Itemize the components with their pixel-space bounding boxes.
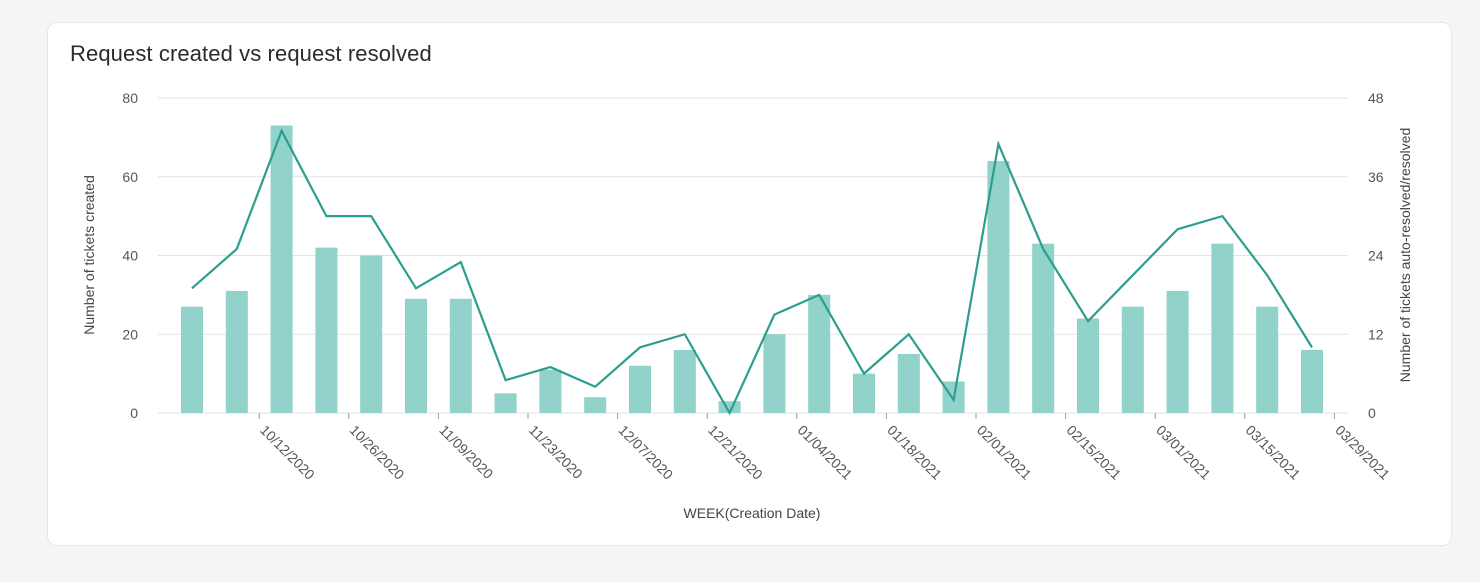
bar (181, 306, 203, 413)
bar (1256, 306, 1279, 413)
left-tick-label: 80 (122, 90, 138, 106)
left-tick-label: 60 (122, 169, 138, 185)
bar (584, 397, 607, 413)
x-tick-label: 10/12/2020 (257, 422, 318, 483)
x-tick-label: 02/01/2021 (974, 422, 1035, 483)
x-tick-label: 02/15/2021 (1063, 422, 1124, 483)
right-tick-label: 12 (1368, 326, 1384, 342)
x-tick-label: 10/26/2020 (347, 422, 408, 483)
x-tick-label: 03/29/2021 (1332, 422, 1393, 483)
right-tick-label: 48 (1368, 90, 1384, 106)
bar (763, 334, 786, 413)
bar (270, 125, 293, 413)
right-axis-ticks: 0 12 24 36 48 (1368, 90, 1384, 421)
bar (1211, 243, 1234, 413)
bar (1077, 318, 1099, 413)
bar (449, 298, 472, 413)
x-axis-title: WEEK(Creation Date) (684, 505, 821, 521)
bar (987, 161, 1010, 413)
bar (1301, 350, 1323, 413)
right-tick-label: 36 (1368, 169, 1384, 185)
x-axis-ticks: 10/12/2020 10/26/2020 11/09/2020 11/23/2020… (257, 413, 1393, 483)
x-tick-label: 01/04/2021 (795, 422, 856, 483)
bar (808, 294, 831, 413)
gridlines (158, 97, 1348, 414)
x-tick-label: 03/15/2021 (1243, 422, 1304, 483)
left-tick-label: 20 (122, 326, 138, 342)
bar (1032, 243, 1055, 413)
resolved-line (191, 128, 1313, 416)
bar (718, 401, 741, 413)
bar (405, 298, 427, 413)
bar (539, 369, 562, 413)
bar (1121, 306, 1144, 413)
right-tick-label: 0 (1368, 405, 1376, 421)
bar (1166, 290, 1189, 413)
bar (494, 393, 517, 413)
x-tick-label: 03/01/2021 (1153, 422, 1214, 483)
right-tick-label: 24 (1368, 248, 1384, 264)
x-tick-label: 12/07/2020 (615, 422, 676, 483)
bar (673, 350, 696, 413)
bar (629, 365, 651, 413)
chart-title: Request created vs request resolved (70, 41, 432, 66)
bar (360, 255, 383, 413)
bar (225, 290, 248, 413)
right-axis-title: Number of tickets auto-resolved/resolved (1397, 128, 1413, 382)
left-axis-ticks: 0 20 40 60 80 (122, 90, 138, 421)
combo-chart: 0 20 40 60 80 0 12 24 36 48 10/12/2020 10/26/2020… (81, 90, 1413, 521)
x-tick-label: 11/09/2020 (436, 422, 496, 482)
bar (853, 373, 875, 413)
bar-series (181, 125, 1323, 413)
left-axis-title: Number of tickets created (81, 175, 97, 335)
left-tick-label: 0 (130, 405, 138, 421)
line-series (191, 128, 1313, 416)
bar (897, 353, 920, 413)
bar (315, 247, 338, 413)
x-tick-label: 01/18/2021 (884, 422, 945, 483)
chart-card: Request created vs request resolved 0 20 4… (47, 22, 1452, 546)
x-tick-label: 12/21/2020 (705, 422, 766, 483)
x-tick-label: 11/23/2020 (526, 422, 586, 482)
left-tick-label: 40 (122, 248, 138, 264)
